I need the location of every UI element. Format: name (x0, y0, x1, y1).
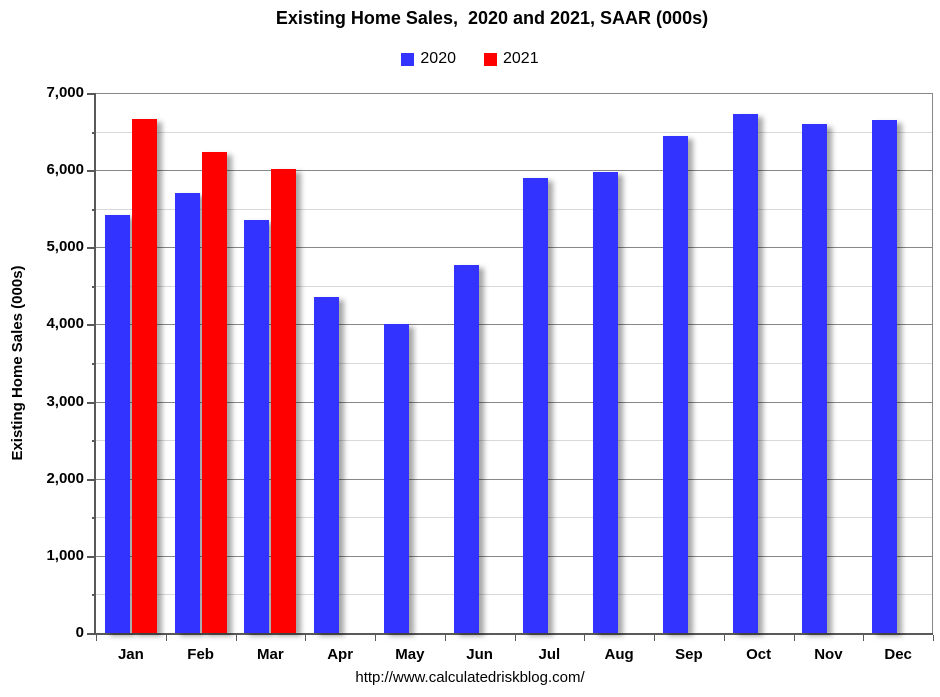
bar-2020-jun (453, 265, 479, 633)
x-axis-tick (514, 635, 516, 641)
bar-2020-oct (732, 113, 758, 633)
gridline-major (96, 324, 933, 326)
y-tick-label: 6,000 (46, 161, 84, 179)
gridline-minor (96, 517, 933, 519)
bar-2021-jan (131, 119, 157, 633)
y-axis-major-tick (87, 247, 96, 250)
legend-swatch-2021-icon (484, 52, 497, 66)
y-tick-label: 2,000 (46, 469, 84, 487)
legend-item-2020: 2020 (401, 50, 456, 68)
plot-right-border (932, 93, 933, 633)
y-axis-minor-tick (92, 440, 96, 443)
y-tick-label: 5,000 (46, 238, 84, 256)
bar-2020-may (383, 323, 409, 633)
x-tick-label: Mar (257, 646, 284, 663)
y-axis-major-tick (87, 324, 96, 327)
x-axis-tick (96, 635, 97, 641)
y-axis-minor-tick (92, 208, 96, 211)
x-axis-tick (165, 635, 167, 641)
x-axis-tick (444, 635, 446, 641)
legend: 2020 2021 (0, 50, 940, 68)
x-tick-label: May (395, 646, 425, 663)
x-axis-tick (933, 635, 934, 641)
gridline-major (96, 478, 933, 480)
x-axis-tick (723, 635, 725, 641)
y-axis-major-tick (87, 633, 96, 635)
gridline-minor (96, 285, 933, 287)
x-axis-tick (305, 635, 307, 641)
x-tick-label: Nov (814, 646, 843, 663)
x-axis-tick (235, 635, 237, 641)
y-tick-label: 0 (75, 624, 84, 641)
y-axis-major-tick (87, 170, 96, 173)
legend-label-2020: 2020 (420, 50, 456, 67)
bar-2020-feb (174, 193, 200, 633)
gridline-minor (96, 363, 933, 364)
legend-label-2021: 2021 (503, 50, 539, 67)
bar-2021-mar (271, 169, 297, 633)
bar-2020-nov (802, 123, 828, 633)
y-axis-major-tick (87, 401, 96, 404)
chart-title: Existing Home Sales, 2020 and 2021, SAAR… (275, 8, 709, 28)
x-tick-label: Oct (746, 646, 772, 663)
plot-area (87, 93, 934, 641)
y-axis-minor-tick (92, 131, 96, 134)
gridline-minor (96, 594, 933, 596)
y-tick-label: 1,000 (46, 546, 84, 564)
y-axis-minor-tick (92, 517, 96, 520)
gridline-major (96, 93, 933, 94)
x-tick-label: Aug (604, 646, 634, 663)
y-axis-minor-tick (92, 363, 96, 365)
x-tick-label: Jul (538, 646, 561, 663)
gridline-major (96, 247, 933, 249)
y-tick-label: 7,000 (46, 84, 84, 101)
x-axis-tick (793, 635, 795, 641)
x-axis-tick (375, 635, 376, 641)
gridline-minor (96, 208, 933, 210)
y-axis-major-tick (87, 93, 96, 95)
gridline-major (96, 555, 933, 557)
x-tick-label: Dec (884, 646, 912, 663)
y-axis-major-tick (87, 478, 96, 481)
footer-url: http://www.calculatedriskblog.com/ (355, 669, 585, 686)
gridline-major (96, 401, 933, 403)
legend-item-2021: 2021 (484, 50, 539, 68)
x-tick-label: Feb (187, 646, 214, 663)
bar-2020-jan (104, 214, 130, 633)
y-axis-minor-tick (92, 594, 96, 597)
gridline-major (96, 170, 933, 172)
bar-2020-mar (244, 220, 270, 633)
x-tick-label: Jan (117, 646, 144, 663)
y-tick-label: 4,000 (46, 315, 84, 333)
bar-2020-apr (314, 296, 340, 633)
x-tick-label: Sep (675, 646, 703, 663)
bar-2020-jul (523, 177, 549, 633)
bar-2020-aug (593, 172, 619, 633)
bar-2021-feb (201, 151, 227, 633)
bar-2020-sep (662, 136, 688, 633)
bar-2020-dec (872, 120, 898, 633)
gridline-minor (96, 440, 933, 442)
y-axis-major-tick (87, 555, 96, 558)
x-tick-label: Jun (466, 646, 493, 663)
gridline-minor (96, 131, 933, 133)
x-axis-tick (654, 635, 655, 641)
legend-swatch-2020-icon (401, 52, 415, 66)
y-tick-label: 3,000 (46, 392, 84, 410)
y-axis-minor-tick (92, 285, 96, 288)
x-axis-line (94, 633, 933, 635)
x-axis-tick (584, 635, 586, 641)
x-tick-label: Apr (327, 646, 354, 663)
x-axis-tick (863, 635, 865, 641)
